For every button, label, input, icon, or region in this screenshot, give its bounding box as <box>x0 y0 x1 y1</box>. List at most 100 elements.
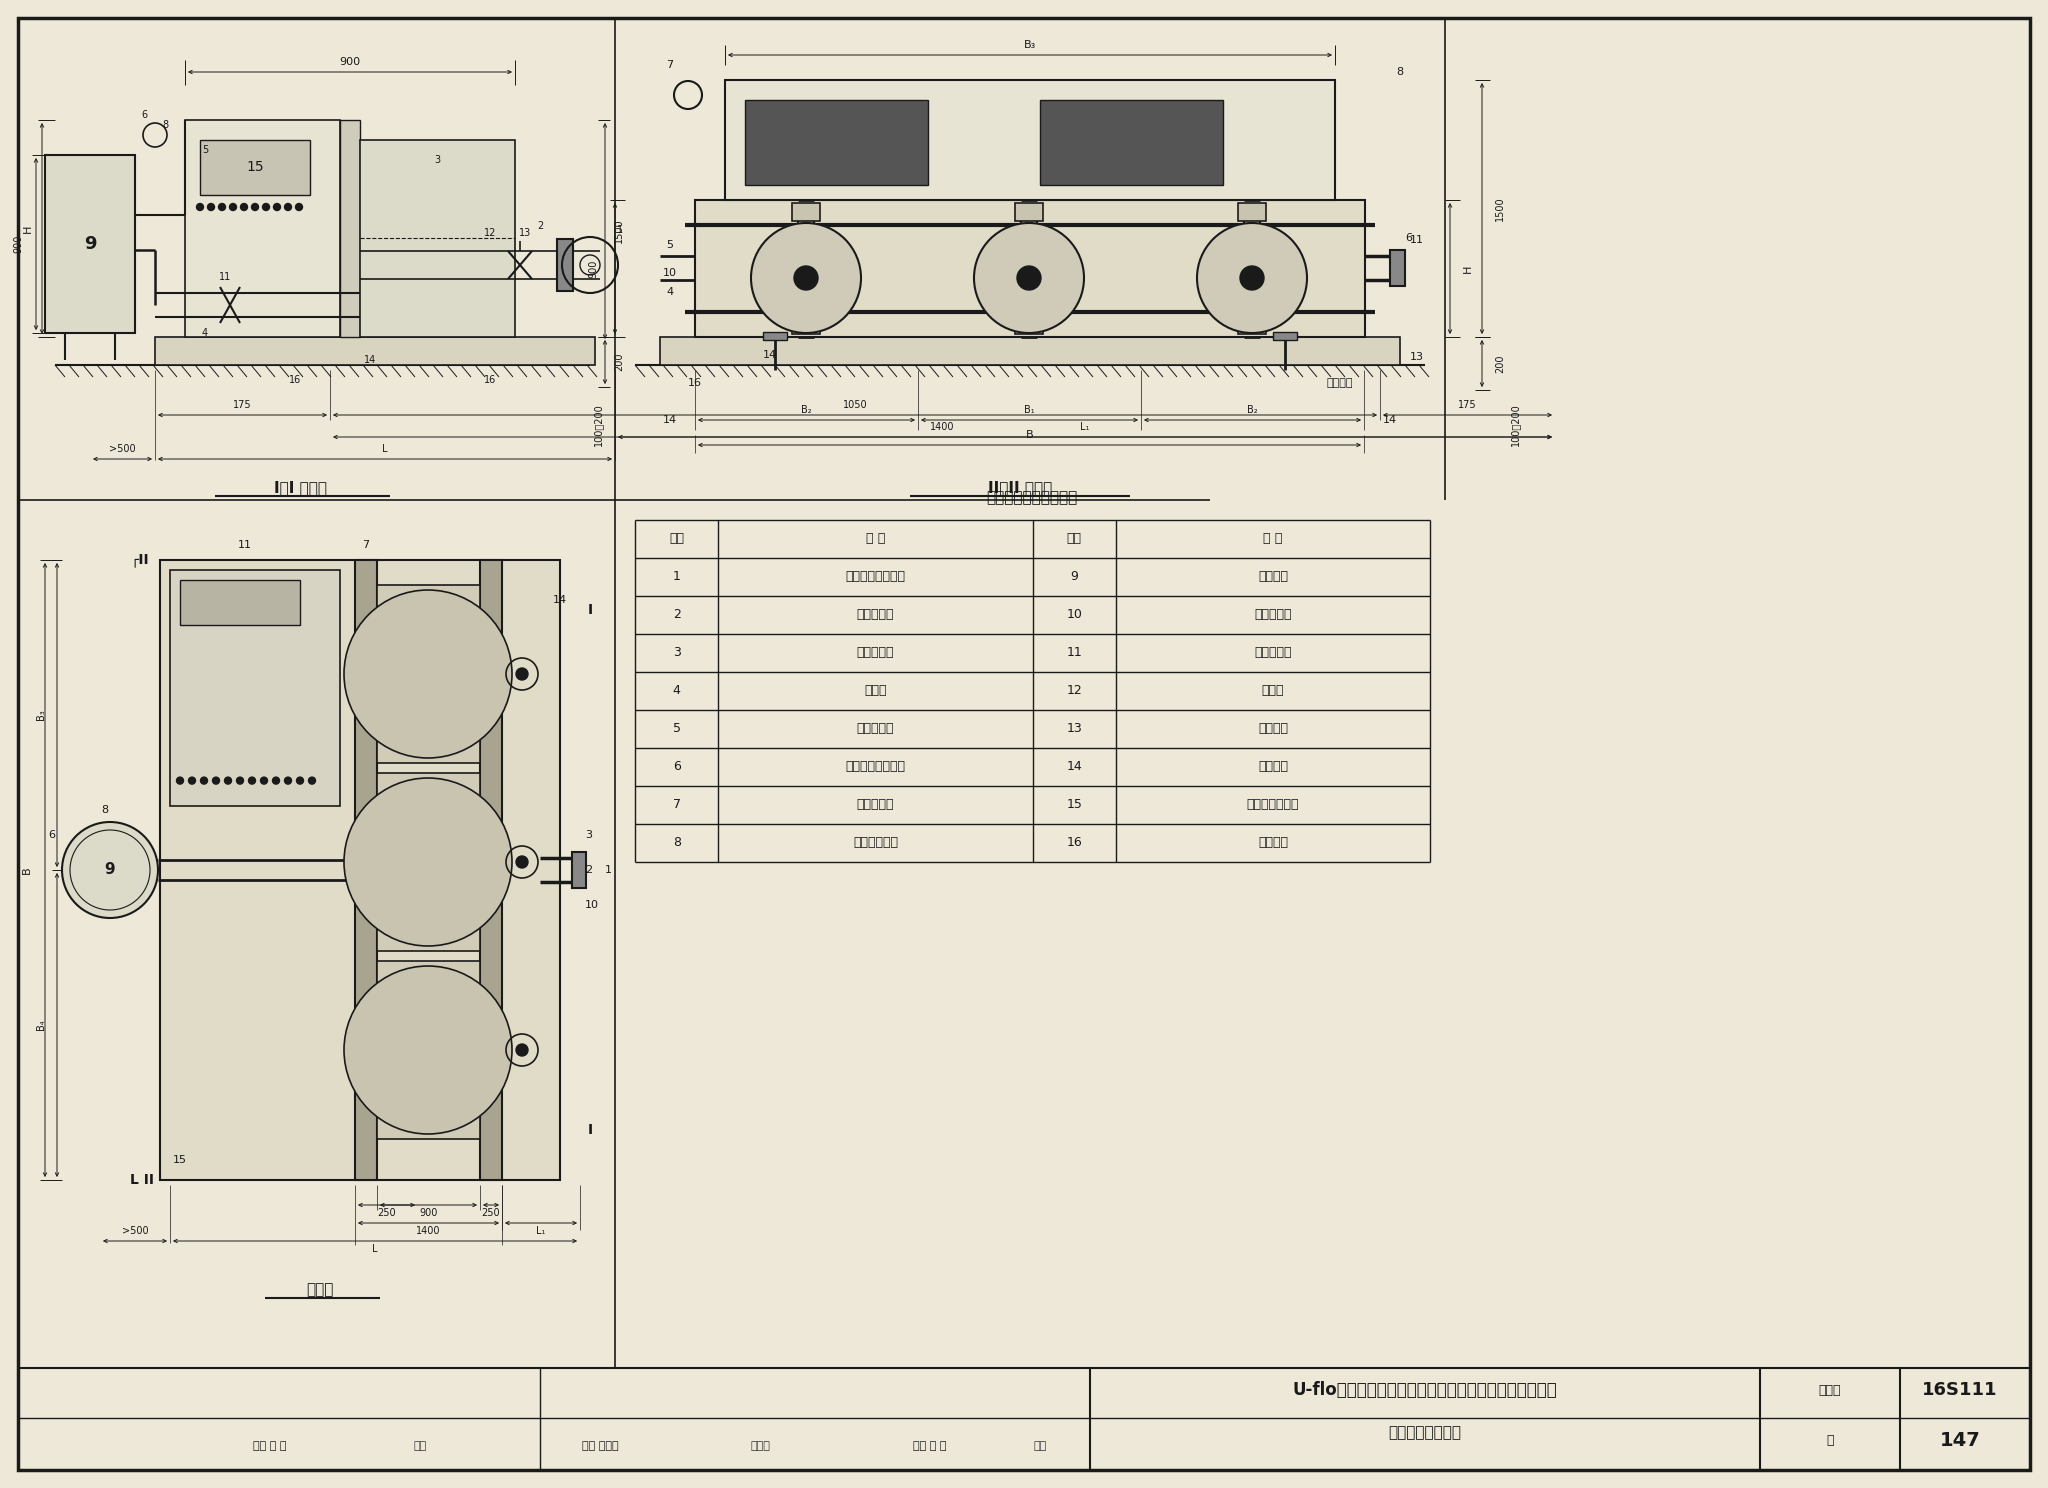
Text: 8: 8 <box>162 121 168 129</box>
Text: 6: 6 <box>1405 234 1411 243</box>
Text: B₃: B₃ <box>37 710 45 720</box>
Text: 止回阀: 止回阀 <box>864 684 887 698</box>
Text: 11: 11 <box>1409 235 1423 246</box>
Bar <box>745 100 928 185</box>
Circle shape <box>274 204 281 210</box>
Text: L₁: L₁ <box>537 1226 545 1237</box>
Text: 1500: 1500 <box>1495 196 1505 220</box>
Bar <box>156 336 596 365</box>
Text: B: B <box>23 866 33 873</box>
Text: 名 称: 名 称 <box>1264 533 1282 546</box>
Text: ┌II: ┌II <box>129 554 150 567</box>
Text: 8: 8 <box>1397 67 1403 77</box>
Circle shape <box>213 777 219 784</box>
Text: 设计 王 健: 设计 王 健 <box>913 1440 946 1451</box>
Text: 200: 200 <box>614 353 625 371</box>
Text: B₂: B₂ <box>801 405 811 415</box>
Bar <box>694 199 1366 336</box>
Circle shape <box>197 204 203 210</box>
Text: I: I <box>588 1123 592 1137</box>
Bar <box>201 140 309 195</box>
Bar <box>659 336 1401 365</box>
Text: 13: 13 <box>1409 353 1423 362</box>
Text: 编号: 编号 <box>1067 533 1081 546</box>
Circle shape <box>795 266 817 290</box>
Text: 出水总管（法兰）: 出水总管（法兰） <box>846 760 905 774</box>
Circle shape <box>207 204 215 210</box>
Bar <box>354 559 377 1180</box>
Text: 蒋国平: 蒋国平 <box>750 1440 770 1451</box>
Text: 审核 郑 伟: 审核 郑 伟 <box>254 1440 287 1451</box>
Text: 出水管阀门: 出水管阀门 <box>856 723 895 735</box>
Text: 2: 2 <box>586 865 592 875</box>
Text: 147: 147 <box>1939 1430 1980 1449</box>
Text: 5: 5 <box>672 723 680 735</box>
Bar <box>1016 315 1042 333</box>
Circle shape <box>295 204 303 210</box>
Text: 页: 页 <box>1827 1433 1833 1446</box>
Text: 郑伟: 郑伟 <box>414 1440 426 1451</box>
Text: 175: 175 <box>233 400 252 411</box>
Text: 1050: 1050 <box>842 400 866 411</box>
Text: 4: 4 <box>672 684 680 698</box>
Text: 3: 3 <box>434 155 440 165</box>
Text: 名 称: 名 称 <box>866 533 885 546</box>
Text: 14: 14 <box>764 350 776 360</box>
Text: 16: 16 <box>688 378 702 388</box>
Circle shape <box>225 777 231 784</box>
Text: L: L <box>373 1244 377 1254</box>
Text: 5: 5 <box>666 240 674 250</box>
Text: 16: 16 <box>483 375 496 385</box>
Text: I－I 剖视图: I－I 剖视图 <box>274 481 326 496</box>
Circle shape <box>262 204 270 210</box>
Text: B₃: B₃ <box>1024 40 1036 51</box>
Text: 11: 11 <box>238 540 252 551</box>
Bar <box>479 559 502 1180</box>
Text: 1: 1 <box>672 570 680 583</box>
Text: 管道支架: 管道支架 <box>1257 836 1288 850</box>
Text: 3: 3 <box>586 830 592 841</box>
Text: >500: >500 <box>121 1226 147 1237</box>
Text: 静音管中泵: 静音管中泵 <box>856 646 895 659</box>
Text: 4: 4 <box>203 327 209 338</box>
Circle shape <box>975 223 1083 333</box>
Text: 1400: 1400 <box>416 1226 440 1237</box>
Text: B₁: B₁ <box>1024 405 1034 415</box>
Circle shape <box>272 777 279 784</box>
Circle shape <box>248 777 256 784</box>
Text: U-flo系列全变频、变频调速恒压供水设备外形及安装图: U-flo系列全变频、变频调速恒压供水设备外形及安装图 <box>1292 1381 1556 1399</box>
Text: 液位传感器: 液位传感器 <box>1253 609 1292 622</box>
Text: 4: 4 <box>666 287 674 298</box>
Text: 11: 11 <box>1067 646 1081 659</box>
Text: 900: 900 <box>12 235 23 253</box>
Bar <box>571 853 586 888</box>
Text: 10: 10 <box>1067 609 1081 622</box>
Text: 14: 14 <box>1067 760 1081 774</box>
Circle shape <box>188 777 195 784</box>
Text: 1: 1 <box>616 225 623 235</box>
Text: 250: 250 <box>481 1208 500 1219</box>
Text: 校对 蒋国平: 校对 蒋国平 <box>582 1440 618 1451</box>
Text: 泵房地面: 泵房地面 <box>1327 378 1354 388</box>
Text: 200: 200 <box>1495 354 1505 373</box>
Text: 平面图: 平面图 <box>307 1283 334 1298</box>
Text: 15: 15 <box>1067 799 1081 811</box>
Bar <box>160 559 559 1180</box>
Text: 王健: 王健 <box>1034 1440 1047 1451</box>
Text: 12: 12 <box>1067 684 1081 698</box>
Bar <box>184 121 340 336</box>
Text: 设备基础: 设备基础 <box>1257 760 1288 774</box>
Text: 14: 14 <box>365 356 377 365</box>
Text: 10: 10 <box>664 268 678 278</box>
Circle shape <box>1018 266 1040 290</box>
Text: 6: 6 <box>141 110 147 121</box>
Text: 自动控制显示屏: 自动控制显示屏 <box>1247 799 1298 811</box>
Bar <box>793 202 819 222</box>
Text: 13: 13 <box>1067 723 1081 735</box>
Text: L₁: L₁ <box>1079 423 1090 432</box>
Text: I: I <box>588 603 592 618</box>
Text: 3: 3 <box>672 646 680 659</box>
Bar <box>1040 100 1223 185</box>
Text: 9: 9 <box>84 235 96 253</box>
Bar <box>725 80 1335 199</box>
